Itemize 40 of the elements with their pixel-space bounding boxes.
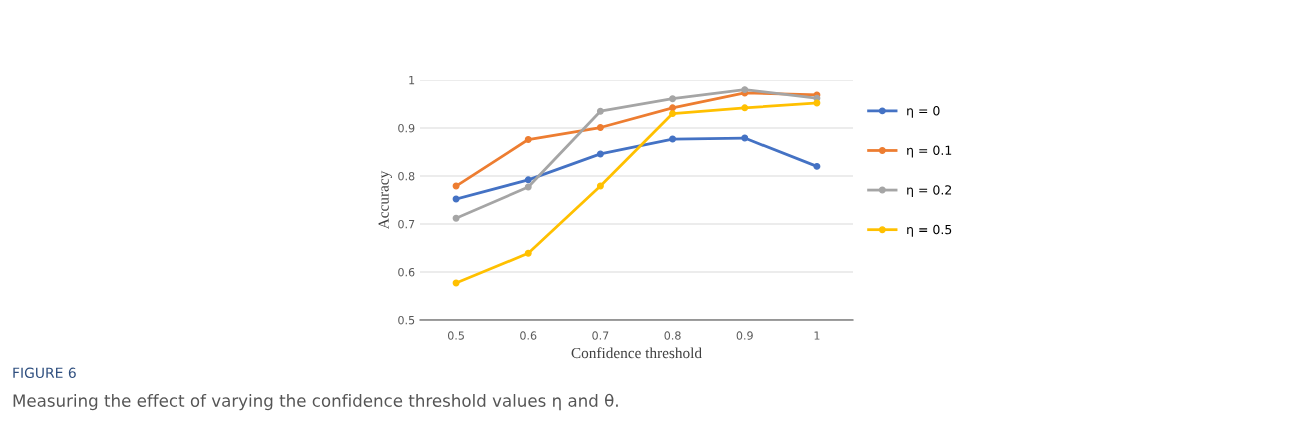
x-tick-label: 0.9 (736, 331, 753, 340)
x-tick-label: 0.8 (664, 331, 681, 340)
y-tick-label: 0.5 (398, 315, 415, 325)
point (813, 162, 821, 170)
point (452, 214, 460, 222)
point (596, 124, 604, 131)
legend-label: η = 0 (907, 105, 940, 118)
point (524, 136, 532, 143)
y-tick-label: 0.7 (398, 219, 415, 229)
point (596, 107, 604, 115)
point (741, 134, 749, 142)
y-tick-label: 0.8 (398, 171, 415, 181)
y-tick-label: 0.9 (398, 123, 415, 133)
x-axis-title: Confidence threshold (571, 347, 702, 359)
x-tick-label: 0.6 (520, 331, 537, 340)
point (524, 176, 532, 184)
x-tick-label: 1 (814, 331, 820, 340)
point (596, 182, 604, 190)
caption: FIGURE 6 (13, 367, 76, 379)
x-tick-label: 0.5 (447, 331, 464, 340)
point (669, 104, 677, 112)
legend-label: η = 0.5 (907, 224, 952, 237)
point (524, 249, 532, 257)
y-axis-title: Accuracy (378, 170, 392, 230)
point (524, 183, 532, 191)
point (669, 135, 677, 143)
point (813, 99, 821, 107)
point (669, 95, 677, 103)
x-tick-label: 0.7 (592, 331, 609, 340)
point (452, 279, 460, 287)
point (452, 182, 460, 190)
point (741, 104, 749, 112)
text: Measuring the effect of varying the confidence threshold values η and θ. (13, 393, 618, 411)
y-tick-label: 0.6 (398, 267, 415, 277)
y-tick-label: 1 (409, 76, 415, 85)
point (669, 110, 677, 118)
point (596, 150, 604, 158)
legend-label: η = 0.2 (907, 185, 952, 198)
point (452, 195, 460, 203)
legend-label: η = 0.1 (907, 145, 952, 158)
